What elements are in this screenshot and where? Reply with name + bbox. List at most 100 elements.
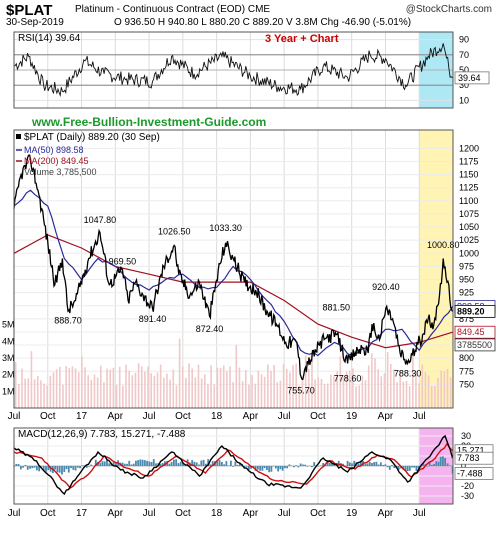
volume-bar — [62, 384, 64, 408]
price-end-label-box — [454, 325, 496, 339]
volume-bar — [295, 363, 297, 408]
macd-histogram-bar — [85, 466, 88, 468]
volume-bar — [393, 369, 395, 408]
macd-histogram-bar — [70, 466, 72, 468]
volume-bar — [14, 362, 17, 408]
macd-histogram-bar — [268, 466, 271, 473]
macd-histogram-bar — [103, 461, 106, 466]
rsi-line — [13, 43, 453, 98]
price-annotation: 920.40 — [372, 282, 400, 292]
macd-histogram-bar — [236, 464, 239, 466]
volume-bar — [298, 385, 301, 408]
ohlc-summary: O 936.50 H 940.80 L 880.20 C 889.20 V 3.… — [114, 17, 412, 28]
volume-bar — [383, 373, 386, 408]
volume-bar — [443, 371, 446, 408]
price-annotation: 1047.80 — [84, 215, 117, 225]
x-axis-label: Jul — [143, 411, 156, 422]
volume-bar — [36, 375, 39, 408]
x-axis-label: Jul — [413, 411, 426, 422]
volume-bar — [52, 372, 55, 408]
volume-bar — [314, 379, 316, 408]
x-axis-label: 19 — [346, 411, 358, 422]
macd-histogram-bar — [346, 460, 349, 466]
volume-bar — [27, 378, 30, 408]
volume-bar — [18, 383, 20, 408]
macd-histogram-bar — [220, 462, 223, 466]
volume-tick-label: 5M — [2, 320, 15, 330]
volume-bar — [96, 377, 99, 408]
macd-histogram-bar — [22, 466, 25, 468]
price-line — [13, 154, 454, 381]
price-tick-label: 875 — [459, 314, 474, 324]
macd-histogram-bar — [295, 465, 298, 466]
volume-bar — [229, 366, 231, 408]
macd-histogram-bar — [94, 459, 97, 466]
macd-histogram-bar — [402, 466, 405, 469]
x-axis-label: Oct — [310, 508, 326, 519]
macd-histogram-bar — [406, 466, 409, 471]
macd-histogram-bar — [299, 463, 302, 466]
macd-histogram-bar — [337, 460, 340, 466]
x-axis-label: Oct — [175, 508, 191, 519]
macd-histogram-bar — [19, 466, 22, 470]
volume-bar — [21, 368, 23, 408]
volume-bar — [279, 380, 282, 408]
x-axis-label: Oct — [40, 411, 56, 422]
macd-histogram-bar — [143, 460, 146, 466]
macd-histogram-bar — [177, 463, 180, 466]
price-tick-label: 1050 — [459, 222, 479, 232]
macd-histogram-bar — [130, 464, 133, 466]
macd-histogram-bar — [364, 463, 367, 466]
macd-histogram-bar — [373, 462, 376, 466]
volume-bar — [194, 377, 197, 408]
volume-bar — [267, 364, 269, 408]
macd-histogram-bar — [382, 464, 384, 466]
price-annotation: 891.40 — [139, 314, 167, 324]
volume-bar — [181, 366, 184, 408]
macd-histogram-bar — [225, 461, 228, 466]
volume-bar — [200, 378, 203, 408]
macd-histogram-bar — [232, 466, 235, 467]
macd-histogram-bar — [411, 466, 413, 468]
macd-histogram-bar — [148, 461, 151, 466]
macd-histogram-bar — [195, 462, 198, 466]
price-tick-label: 1200 — [459, 143, 479, 153]
price-annotation: 1033.30 — [209, 223, 242, 233]
macd-histogram-bar — [218, 460, 221, 466]
rsi-legend: RSI(14) 39.64 — [18, 33, 81, 44]
macd-histogram-bar — [265, 466, 268, 470]
macd-histogram-bar — [200, 460, 203, 466]
volume-bar — [415, 371, 417, 408]
x-axis-label: Apr — [243, 411, 259, 422]
volume-bar — [348, 370, 351, 408]
macd-histogram-bar — [245, 466, 248, 467]
volume-bar — [144, 371, 146, 408]
volume-bar — [235, 344, 238, 408]
volume-bar — [342, 377, 345, 408]
macd-histogram-bar — [54, 466, 57, 470]
volume-bar — [106, 368, 108, 408]
volume-bar — [40, 380, 42, 408]
macd-histogram-bar — [348, 462, 351, 466]
volume-bar — [93, 374, 96, 408]
macd-histogram-bar — [223, 464, 226, 466]
x-axis-label: Oct — [175, 411, 191, 422]
macd-histogram-bar — [413, 466, 416, 468]
volume-bar — [308, 368, 310, 408]
volume-tick-label: 3M — [2, 353, 15, 363]
price-annotation: 778.60 — [334, 373, 362, 383]
rsi-tick-label: 10 — [459, 95, 469, 105]
macd-histogram-bar — [428, 462, 431, 466]
macd-histogram-bar — [322, 463, 325, 466]
macd-histogram-bar — [45, 466, 47, 472]
volume-bar — [241, 381, 244, 408]
volume-bar — [364, 380, 367, 408]
volume-bar — [68, 368, 71, 408]
macd-histogram-bar — [132, 463, 135, 466]
volume-bar — [440, 370, 442, 408]
macd-histogram-bar — [250, 466, 253, 469]
volume-bar — [292, 365, 294, 408]
volume-bar — [137, 363, 140, 408]
chart-symbol: $PLAT — [6, 2, 53, 19]
x-axis-label: Jul — [278, 508, 291, 519]
